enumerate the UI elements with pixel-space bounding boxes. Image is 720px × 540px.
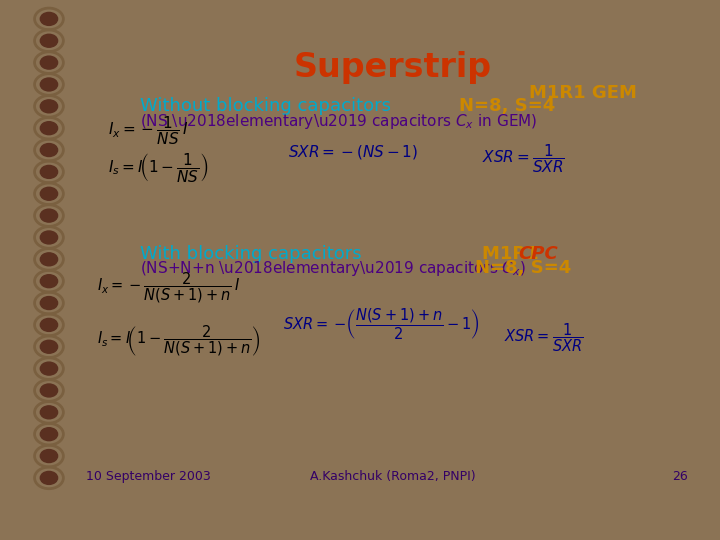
Text: $SXR = -\left(NS-1\right)$: $SXR = -\left(NS-1\right)$ [288,143,418,161]
Text: M1R1: M1R1 [482,245,545,263]
Text: $SXR = -\!\left(\dfrac{N(S+1)+n}{2}-1\right)$: $SXR = -\!\left(\dfrac{N(S+1)+n}{2}-1\ri… [283,306,480,342]
Text: $I_s = I\!\left(1-\dfrac{1}{NS}\right)$: $I_s = I\!\left(1-\dfrac{1}{NS}\right)$ [108,151,209,184]
Text: $I_x = -\dfrac{2}{N(S+1)+n}\,I$: $I_x = -\dfrac{2}{N(S+1)+n}\,I$ [97,270,240,305]
Text: $XSR = \dfrac{1}{SXR}$: $XSR = \dfrac{1}{SXR}$ [504,321,583,354]
Text: (NS+N+n \u2018elementary\u2019 capacitors $C_x$): (NS+N+n \u2018elementary\u2019 capacitor… [140,259,526,278]
Text: Without blocking capacitors: Without blocking capacitors [140,97,392,115]
Text: N=8, S=4: N=8, S=4 [475,259,572,277]
Text: CPC: CPC [518,245,558,263]
Text: 10 September 2003: 10 September 2003 [86,470,211,483]
Text: $I_x = -\dfrac{1}{NS}\,I$: $I_x = -\dfrac{1}{NS}\,I$ [108,114,188,147]
Text: N=8, S=4: N=8, S=4 [459,97,556,115]
Text: (NS \u2018elementary\u2019 capacitors $C_x$ in GEM): (NS \u2018elementary\u2019 capacitors $C… [140,112,538,131]
Text: With blocking capacitors: With blocking capacitors [140,245,362,263]
Text: $I_s = I\!\left(1-\dfrac{2}{N(S+1)+n}\right)$: $I_s = I\!\left(1-\dfrac{2}{N(S+1)+n}\ri… [97,324,261,359]
Text: 26: 26 [672,470,688,483]
Text: $XSR = \dfrac{1}{SXR}$: $XSR = \dfrac{1}{SXR}$ [482,143,565,175]
Text: M1R1 GEM: M1R1 GEM [529,84,637,102]
Text: A.Kashchuk (Roma2, PNPI): A.Kashchuk (Roma2, PNPI) [310,470,475,483]
Text: Superstrip: Superstrip [293,51,492,84]
